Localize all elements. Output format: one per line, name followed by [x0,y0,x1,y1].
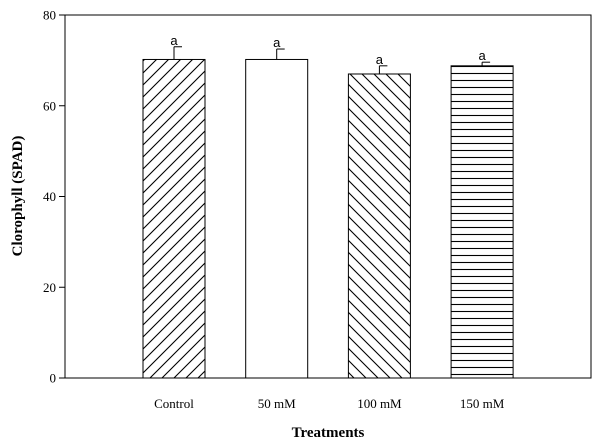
bar-150-mm [450,65,514,379]
significance-label: a [170,33,178,48]
significance-label: a [376,52,384,67]
x-tick-label: 100 mM [357,396,402,411]
significance-label: a [478,48,486,63]
y-tick-label: 20 [43,280,56,295]
bar-100-mm [347,73,411,379]
x-tick-label: Control [154,396,194,411]
y-axis-title: Clorophyll (SPAD) [10,136,26,257]
y-tick-label: 60 [43,98,56,113]
x-tick-label: 150 mM [460,396,505,411]
x-axis-title: Treatments [292,425,365,441]
y-tick-label: 40 [43,189,56,204]
y-axis: 0 20 40 60 80 [43,8,65,386]
significance-label: a [273,35,281,50]
y-tick-label: 0 [50,371,57,386]
bar-series: a a a a [142,33,514,379]
x-tick-label: 50 mM [258,396,296,411]
x-axis: Control 50 mM 100 mM 150 mM [154,396,505,411]
y-tick-label: 80 [43,8,56,23]
bar-50-mm [245,58,309,379]
bar-control [142,58,206,379]
